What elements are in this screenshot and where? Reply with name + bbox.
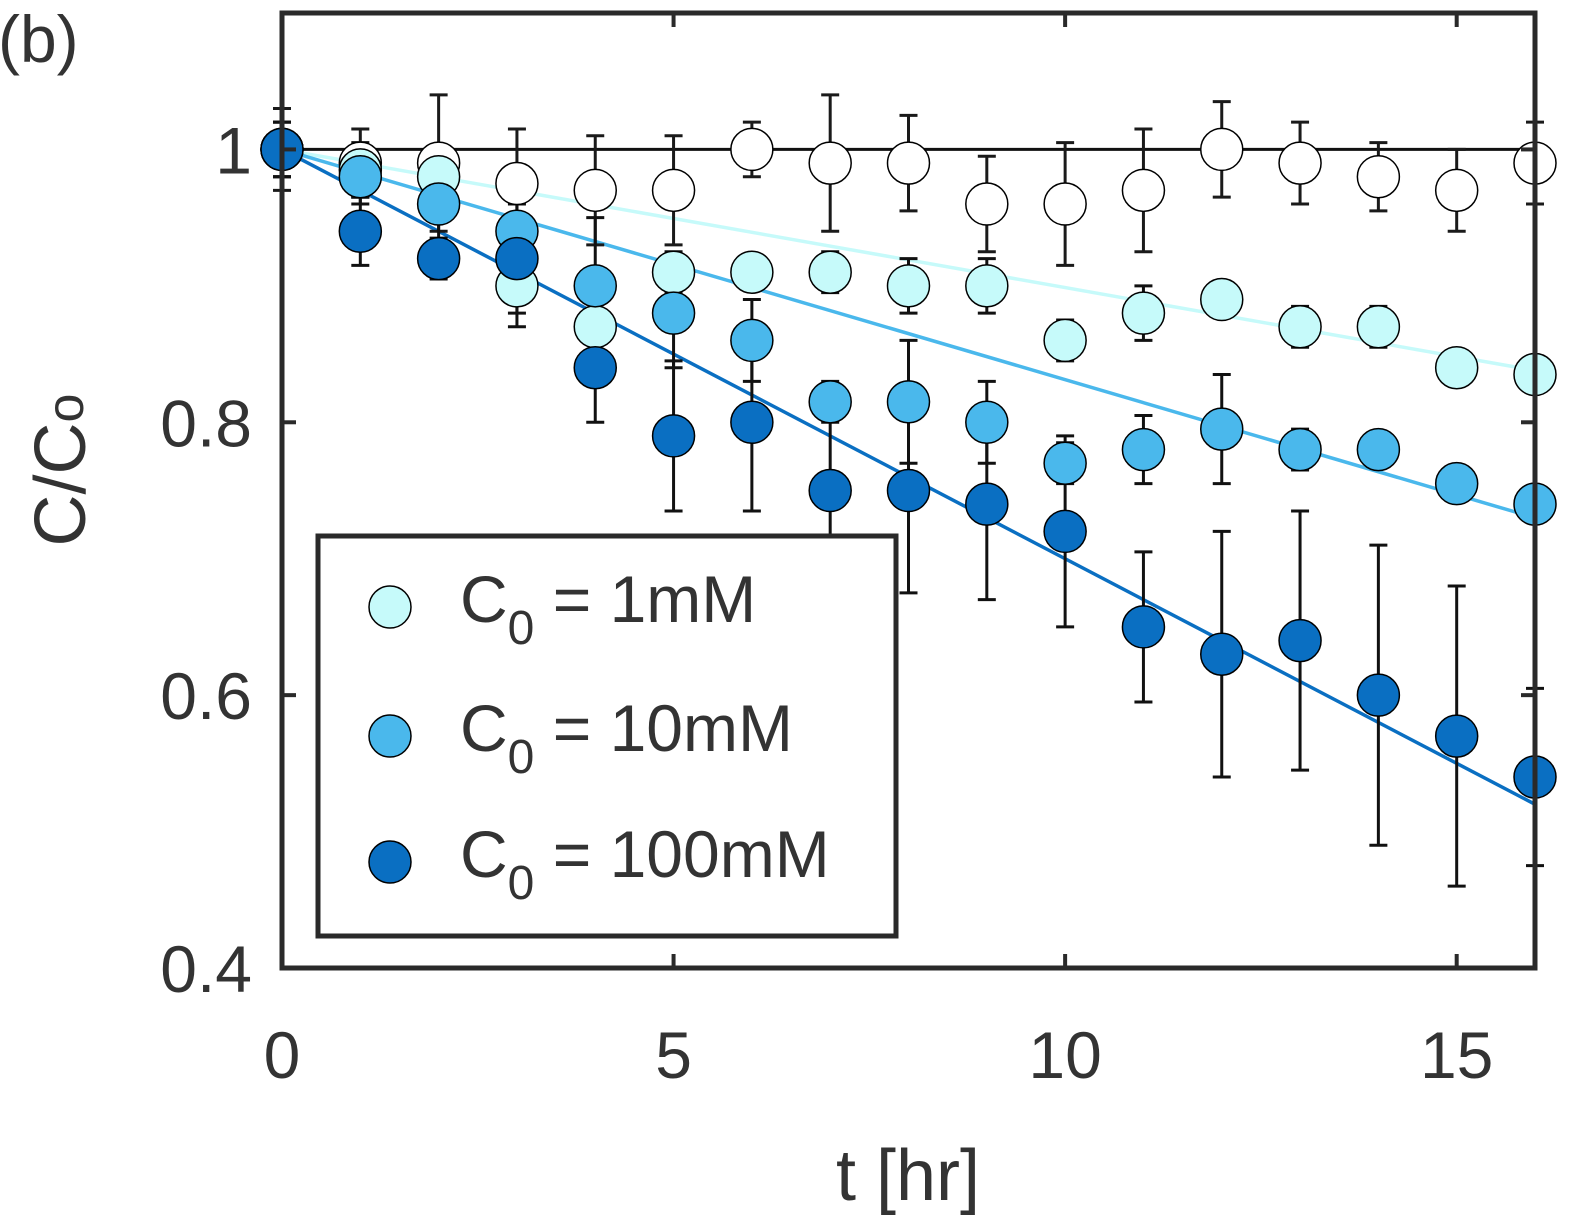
data-point-series-3	[1434, 168, 1479, 213]
legend-item-1mM: C0 = 1mM	[368, 562, 756, 655]
data-point-series-2	[1043, 509, 1087, 554]
x-tick-label: 0	[264, 1018, 301, 1092]
data-point-series-3	[573, 168, 617, 213]
y-axis-label: C/Co	[21, 394, 101, 547]
data-point-series-2	[1121, 605, 1166, 649]
data-point-series-0	[1278, 305, 1322, 349]
y-tick-label: 1	[215, 113, 252, 187]
data-point-series-3	[1043, 182, 1087, 226]
legend-item-10mM: C0 = 10mM	[368, 691, 793, 784]
data-point-series-2	[1356, 673, 1401, 717]
data-point-series-3	[1278, 141, 1322, 185]
data-point-series-0	[730, 250, 774, 294]
data-point-series-3	[1200, 127, 1244, 172]
legend-marker-10mM	[368, 714, 412, 758]
data-point-series-1	[651, 291, 696, 335]
data-point-series-3	[965, 182, 1009, 226]
data-point-series-1	[416, 182, 461, 226]
legend-marker-100mM	[368, 840, 412, 884]
data-point-series-2	[573, 345, 617, 390]
data-point-series-2	[1200, 632, 1244, 676]
y-tick-label: 0.4	[160, 932, 252, 1006]
data-point-series-1	[1278, 427, 1322, 472]
data-point-series-1	[730, 318, 774, 363]
data-point-series-0	[1121, 291, 1166, 335]
legend-label-100mM: C0 = 100mM	[460, 817, 830, 910]
x-tick-label: 10	[1028, 1018, 1101, 1092]
data-point-series-0	[1043, 318, 1087, 363]
y-axis-label-main: C/C	[21, 422, 101, 546]
data-point-series-1	[1200, 407, 1244, 451]
data-point-series-1	[1434, 461, 1479, 506]
legend-label-1mM: C0 = 1mM	[460, 562, 756, 655]
svg-text:C/Co: C/Co	[21, 394, 101, 547]
legend-box	[315, 533, 899, 939]
data-point-series-2	[416, 236, 461, 281]
data-point-series-0	[1200, 277, 1244, 322]
data-point-series-3	[651, 168, 696, 213]
legend-item-100mM: C0 = 100mM	[368, 817, 830, 910]
legend: C0 = 1mM C0 = 10mM C0 = 100mM	[315, 533, 899, 939]
data-point-series-2	[808, 468, 852, 513]
legend-label-10mM: C0 = 10mM	[460, 691, 793, 784]
data-point-series-2	[1278, 618, 1322, 663]
data-point-series-3	[808, 141, 852, 185]
y-tick-label: 0.6	[160, 659, 252, 733]
y-axis-ticks: 0.4 0.6 0.8 1	[160, 113, 1535, 1006]
data-point-series-1	[886, 380, 931, 424]
data-point-series-2	[1434, 714, 1479, 758]
data-point-series-1	[1356, 427, 1401, 472]
data-point-series-0	[965, 264, 1009, 308]
data-point-series-1	[1121, 427, 1166, 472]
plot-area	[260, 93, 1557, 888]
data-point-series-0	[1434, 345, 1479, 390]
data-point-series-0	[886, 264, 931, 308]
data-point-series-2	[651, 414, 696, 458]
panel-label: (b)	[0, 2, 79, 76]
plot-frame	[279, 10, 1538, 971]
x-axis-ticks: 0 5 10 15	[264, 13, 1493, 1092]
data-point-series-0	[573, 305, 617, 349]
data-point-series-3	[730, 127, 774, 172]
data-point-series-1	[573, 264, 617, 308]
data-point-series-0	[1356, 305, 1401, 349]
x-axis-label: t [hr]	[836, 1136, 980, 1216]
data-point-series-1	[1043, 441, 1087, 485]
y-tick-label: 0.8	[160, 386, 252, 460]
data-point-series-2	[495, 236, 539, 281]
data-point-series-2	[965, 482, 1009, 526]
data-point-series-3	[1356, 154, 1401, 199]
data-point-series-1	[808, 380, 852, 424]
x-tick-label: 5	[655, 1018, 692, 1092]
data-point-series-1	[338, 154, 383, 199]
data-point-series-2	[338, 209, 383, 254]
data-point-series-1	[965, 400, 1009, 445]
data-point-series-2	[730, 400, 774, 445]
data-point-series-0	[651, 250, 696, 294]
data-point-series-0	[808, 250, 852, 294]
data-point-series-3	[1121, 168, 1166, 213]
data-point-series-2	[886, 468, 931, 513]
y-axis-label-sub: o	[37, 394, 95, 423]
fit-line-series-1	[281, 147, 1536, 520]
data-point-series-3	[886, 141, 931, 185]
x-tick-label: 15	[1420, 1018, 1493, 1092]
legend-marker-1mM	[368, 585, 412, 629]
data-point-series-3	[495, 161, 539, 206]
